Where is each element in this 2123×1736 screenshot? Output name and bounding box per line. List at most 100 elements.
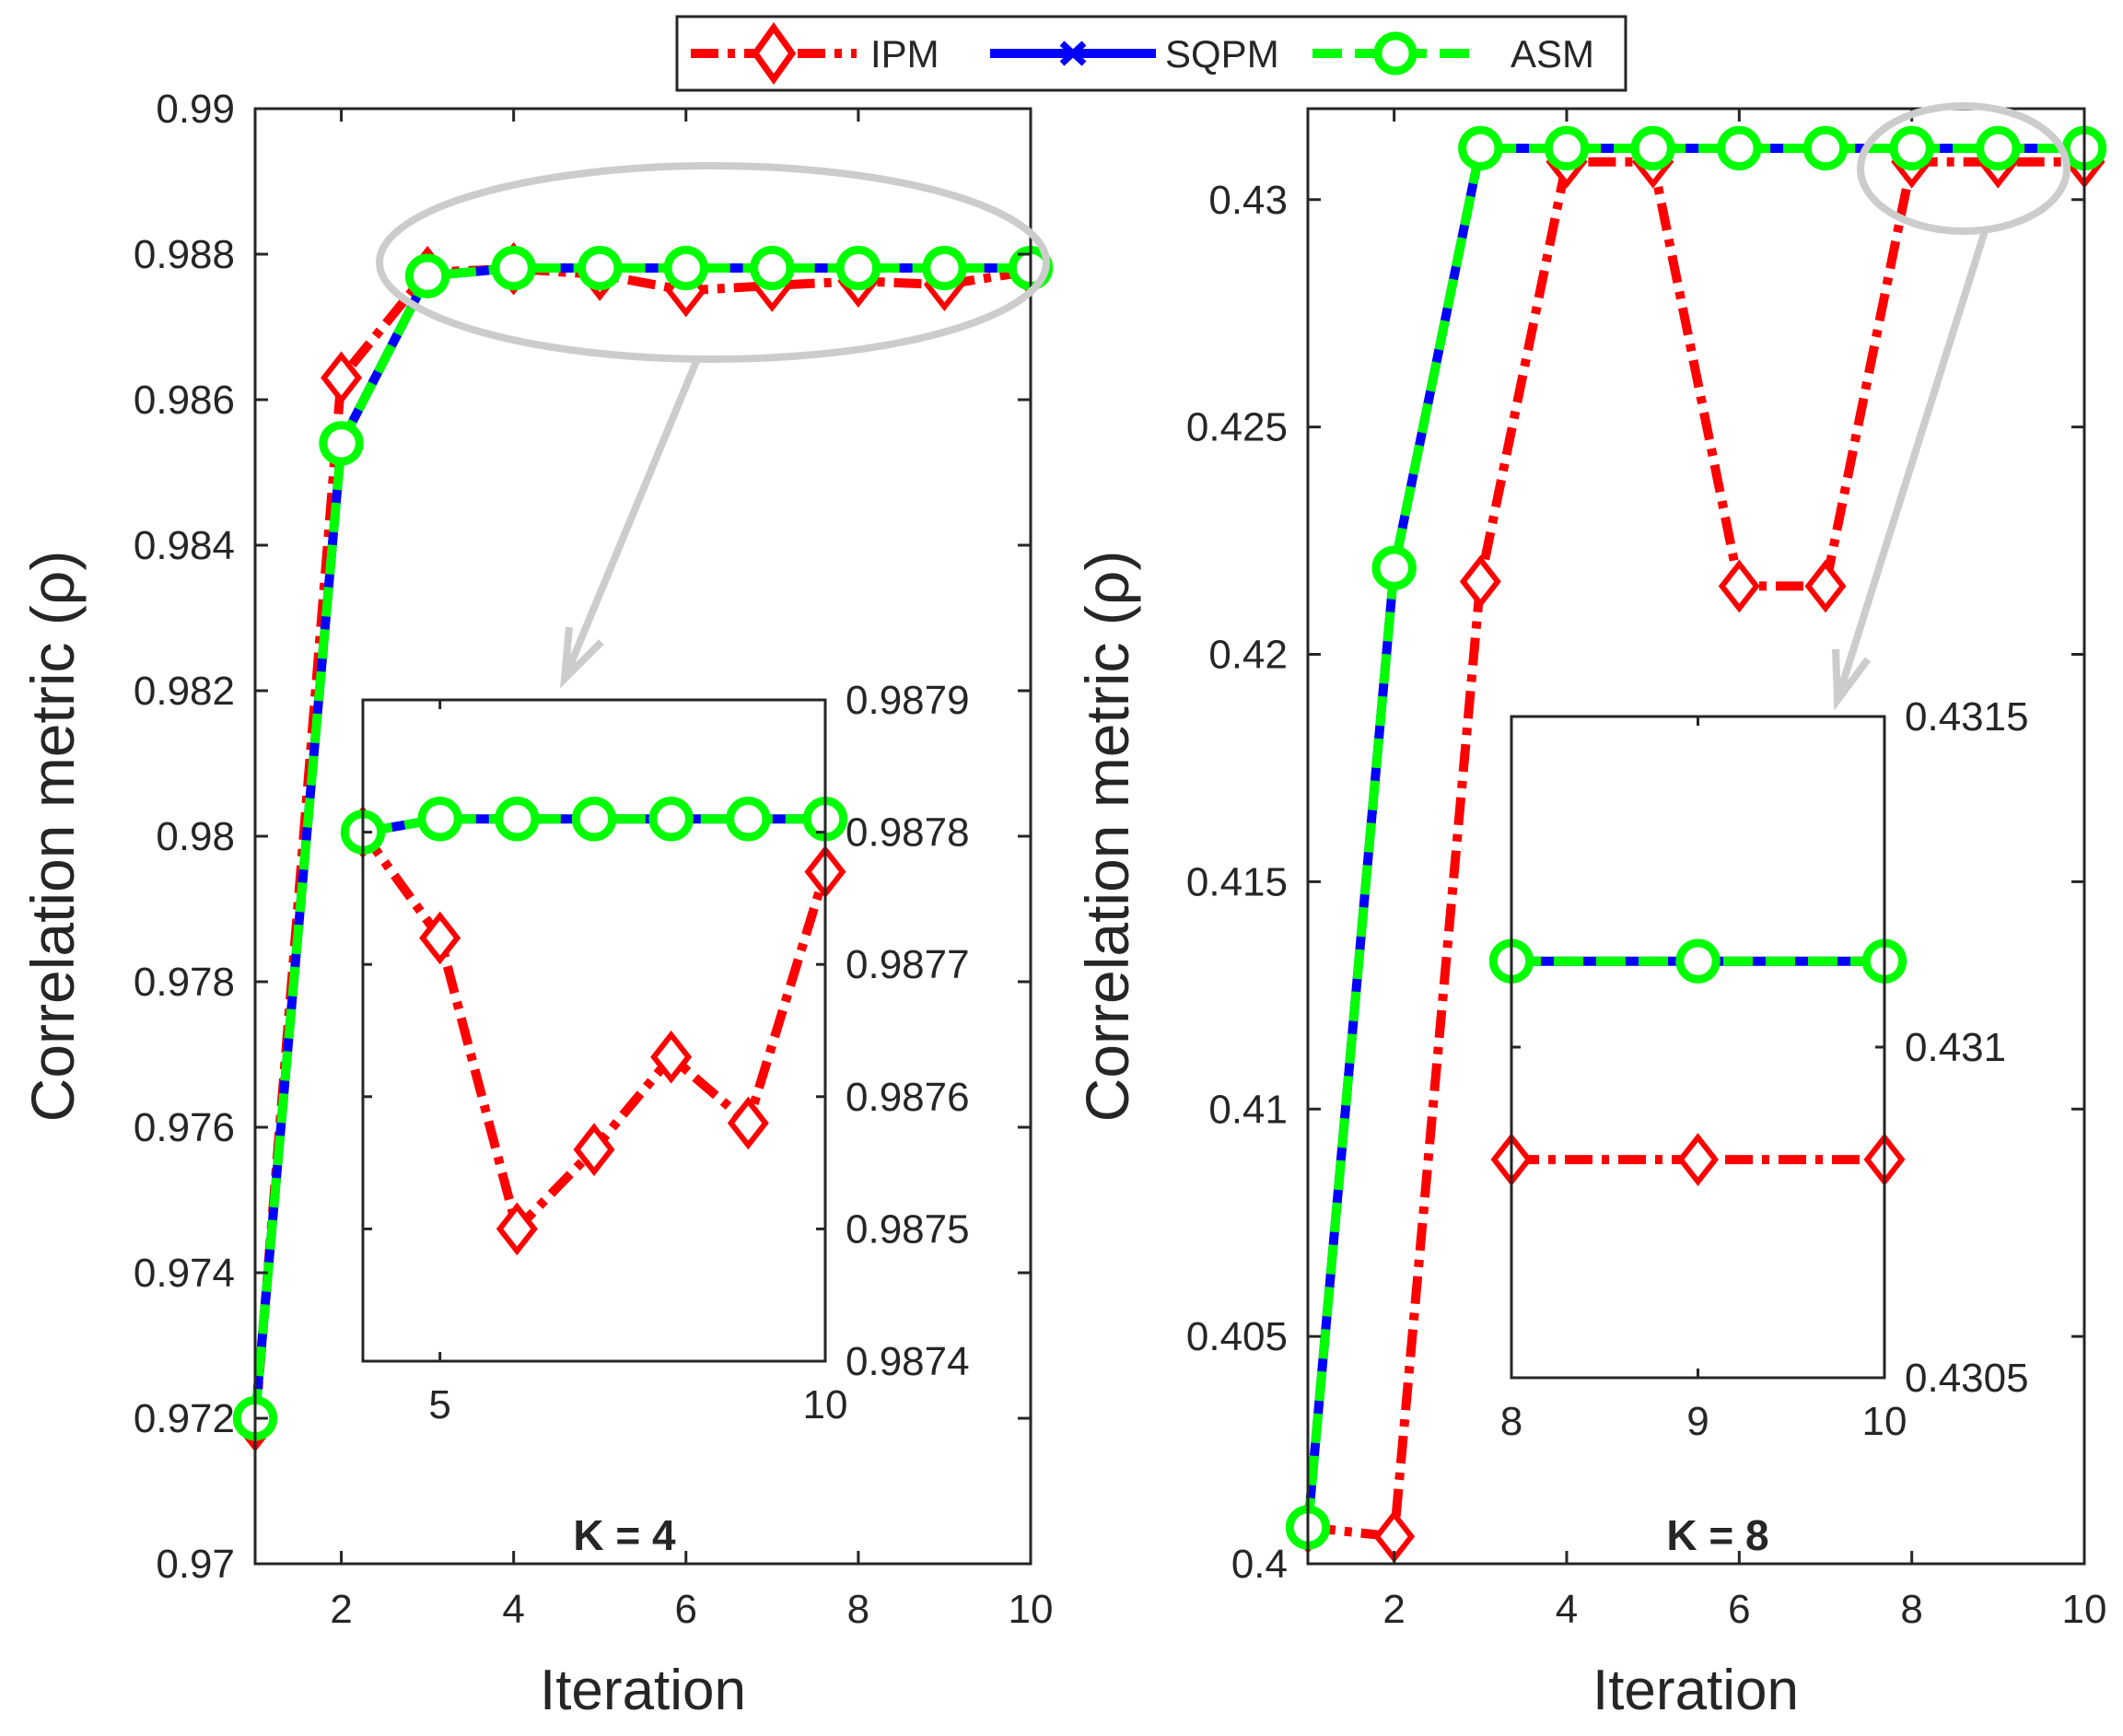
- left-inset-series: [340, 797, 848, 1256]
- left-y-ticks: 0.97 0.972 0.974 0.976 0.978 0.98 0.982 0.984 0.…: [134, 87, 1031, 1587]
- left-y-tick-label: 0.98: [156, 814, 235, 859]
- left-y-tick-label: 0.972: [134, 1396, 235, 1441]
- right-x-tick-label: 8: [1900, 1587, 1922, 1632]
- legend-entry-asm: ASM: [1312, 31, 1594, 76]
- left-main-point-asm-6: [663, 245, 708, 291]
- right-main-point-asm-8: [1889, 125, 1934, 171]
- left-panel: 2 4 6 8 10 0.97 0.972 0.974 0.976 0.978 0.98 0.982…: [18, 87, 1053, 1722]
- left-inset-point-asm-5: [648, 797, 694, 842]
- right-y-tick-label: 0.425: [1186, 405, 1288, 450]
- right-main-point-asm-9: [1976, 125, 2021, 171]
- left-x-tick-label: 2: [330, 1587, 352, 1632]
- left-y-tick-label: 0.978: [134, 960, 235, 1005]
- left-inset-point-asm-2: [417, 797, 462, 842]
- left-main-point-asm-7: [750, 245, 795, 291]
- right-y-tick-label: 0.41: [1208, 1087, 1288, 1132]
- right-main-point-ipm-6: [1718, 559, 1760, 613]
- right-zoom-arrow: [1832, 229, 1989, 711]
- left-inset-x-tick-label: 5: [428, 1382, 450, 1427]
- right-x-tick-label: 4: [1556, 1587, 1578, 1632]
- left-y-tick-label: 0.988: [134, 232, 235, 277]
- left-main-point-asm-4: [491, 245, 536, 291]
- legend-marker-sqpm: [1059, 41, 1087, 66]
- right-inset-x-ticks: 8 9 10: [1500, 717, 1907, 1444]
- left-inset-x-ticks: 5 10: [428, 700, 847, 1427]
- left-inset-point-asm-6: [726, 797, 771, 842]
- left-x-axis-label: Iteration: [540, 1659, 746, 1722]
- left-inset-y-tick-label: 0.9879: [846, 678, 970, 723]
- left-main-point-asm-8: [835, 245, 881, 291]
- left-y-tick-label: 0.97: [156, 1542, 235, 1587]
- left-inset-x-tick-label: 10: [803, 1382, 848, 1427]
- right-panel: 2 4 6 8 10 0.4 0.405 0.41 0.415 0.42 0.425 0.43 It…: [1073, 102, 2106, 1722]
- left-inset-point-ipm-6: [727, 1096, 769, 1150]
- left-inset-y-ticks: 0.9874 0.9875 0.9876 0.9877 0.9878 0.9879: [363, 678, 970, 1384]
- right-main-point-asm-7: [1802, 125, 1849, 171]
- left-inset-point-ipm-4: [573, 1123, 615, 1177]
- right-y-tick-label: 0.405: [1186, 1314, 1288, 1359]
- right-x-tick-label: 2: [1382, 1587, 1405, 1632]
- right-panel-title: K = 8: [1666, 1511, 1768, 1559]
- left-x-tick-label: 8: [847, 1587, 869, 1632]
- right-y-ticks: 0.4 0.405 0.41 0.415 0.42 0.425 0.43: [1186, 178, 2084, 1587]
- right-inset-y-tick-label: 0.431: [1905, 1025, 2006, 1070]
- right-main-point-ipm-3: [1459, 554, 1501, 609]
- right-y-tick-label: 0.4: [1231, 1542, 1288, 1587]
- legend-marker-asm: [1373, 31, 1417, 76]
- left-main-point-asm-5: [577, 245, 623, 291]
- left-x-tick-label: 4: [502, 1587, 524, 1632]
- right-inset-y-tick-label: 0.4315: [1905, 694, 2029, 740]
- left-y-tick-label: 0.974: [134, 1251, 235, 1296]
- right-inset-point-asm-2: [1675, 938, 1721, 984]
- right-y-tick-label: 0.43: [1208, 178, 1288, 223]
- left-y-tick-label: 0.984: [134, 523, 235, 568]
- left-inset: 5 10 0.9874 0.9875 0.9876 0.9877 0.9878 0.9879: [340, 678, 970, 1427]
- right-inset: 8 9 10 0.4305 0.431 0.4315: [1488, 694, 2029, 1444]
- right-inset-x-tick-label: 9: [1686, 1399, 1709, 1444]
- right-inset-area: [1511, 717, 1884, 1378]
- legend-label-sqpm: SQPM: [1165, 32, 1279, 76]
- left-inset-point-asm-4: [571, 797, 617, 842]
- legend-entry-sqpm: SQPM: [990, 32, 1279, 76]
- left-inset-point-ipm-5: [650, 1030, 693, 1084]
- left-main-series: [232, 241, 1054, 1452]
- left-main-point-ipm-2: [321, 351, 363, 405]
- right-x-tick-label: 10: [2062, 1587, 2107, 1632]
- left-y-tick-label: 0.982: [134, 669, 235, 714]
- right-inset-x-tick-label: 10: [1862, 1399, 1907, 1444]
- left-inset-y-tick-label: 0.9878: [846, 810, 970, 856]
- right-axes-box: [1306, 107, 2086, 1566]
- legend-label-ipm: IPM: [870, 32, 939, 76]
- right-inset-y-tick-label: 0.4305: [1905, 1356, 2029, 1401]
- left-main-point-asm-2: [319, 421, 364, 466]
- right-main-point-asm-4: [1544, 125, 1590, 171]
- right-x-ticks: 2 4 6 8 10: [1382, 109, 2106, 1632]
- left-panel-title: K = 4: [573, 1511, 676, 1559]
- left-inset-y-tick-label: 0.9877: [846, 942, 970, 987]
- right-main-point-asm-6: [1717, 125, 1762, 171]
- left-inset-point-asm-3: [495, 797, 540, 842]
- left-inset-y-tick-label: 0.9874: [846, 1339, 970, 1384]
- left-inset-box: [361, 698, 827, 1363]
- left-zoom-highlight: [376, 162, 1050, 363]
- left-main-line-asm: [251, 263, 1031, 1419]
- left-inset-point-ipm-3: [496, 1202, 538, 1256]
- right-y-tick-label: 0.42: [1208, 633, 1288, 678]
- left-y-tick-label: 0.976: [134, 1105, 235, 1150]
- left-x-tick-label: 10: [1009, 1587, 1054, 1632]
- left-zoom-arrow: [560, 357, 701, 689]
- right-main-point-asm-5: [1630, 125, 1675, 171]
- right-main-line-asm: [1303, 144, 2084, 1528]
- right-inset-point-ipm-2: [1676, 1133, 1720, 1186]
- right-main-point-asm-3: [1458, 125, 1503, 171]
- left-x-tick-label: 6: [675, 1587, 697, 1632]
- right-y-axis-label: Correlation metric (ρ): [1073, 551, 1141, 1123]
- left-inset-point-ipm-2: [419, 911, 461, 965]
- left-main-point-asm-9: [922, 245, 967, 291]
- right-inset-y-ticks: 0.4305 0.431 0.4315: [1511, 694, 2029, 1401]
- legend-label-asm: ASM: [1511, 32, 1594, 76]
- left-x-ticks: 2 4 6 8 10: [330, 109, 1053, 1632]
- right-main-line-ipm: [1307, 157, 2084, 1542]
- right-zoom-highlight: [1857, 102, 2071, 235]
